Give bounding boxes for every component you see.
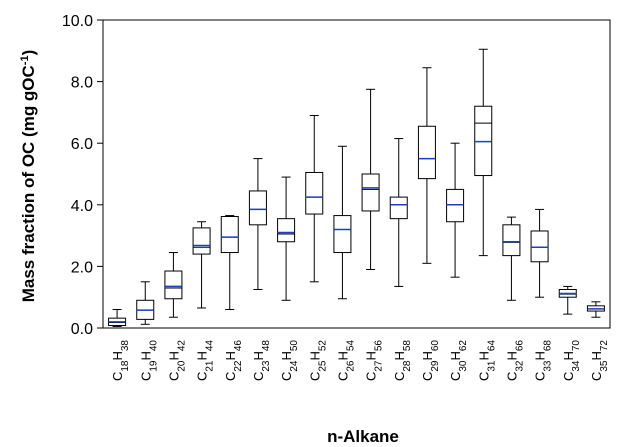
box-c34	[558, 285, 577, 315]
y-tick-label: 4.0	[71, 198, 93, 215]
iqr-box	[305, 171, 324, 215]
box-c19	[136, 281, 155, 325]
x-tick-label: C34H70	[561, 340, 582, 381]
box-c22	[220, 215, 239, 311]
x-tick-label: C20H42	[166, 340, 187, 381]
box-c26	[333, 145, 352, 300]
iqr-box	[248, 190, 267, 226]
y-axis-label: Mass fraction of OC (mg gOC-1)	[19, 50, 38, 303]
box-c24	[277, 176, 296, 301]
box-c30	[446, 142, 465, 278]
y-tick-label: 8.0	[71, 75, 93, 92]
box-c32	[502, 216, 521, 301]
x-tick-label: C23H48	[251, 340, 272, 381]
y-tick-label: 10.0	[62, 13, 93, 30]
box-c28	[389, 138, 408, 287]
y-tick-label: 0.0	[71, 321, 93, 338]
box-c33	[530, 208, 549, 298]
x-tick-label: C26H54	[335, 340, 356, 381]
x-tick-label: C35H72	[589, 340, 610, 381]
box-c25	[305, 114, 324, 283]
iqr-box	[446, 188, 465, 223]
iqr-box	[474, 105, 493, 177]
x-tick-label: C18H38	[110, 340, 131, 381]
x-tick-labels: C18H38 C19H40 C20H42 C21H44 C22H46 C23H48 C24H…	[110, 340, 609, 381]
y-axis-label-main: Mass fraction of OC (mg gOC	[19, 65, 38, 302]
iqr-box	[192, 227, 211, 255]
y-axis-label-tail: )	[19, 50, 38, 56]
box-c23	[248, 158, 267, 290]
iqr-box	[164, 270, 183, 300]
iqr-box	[502, 224, 521, 257]
iqr-box	[333, 215, 352, 254]
plot-frame	[102, 19, 611, 329]
x-tick-label: C30H62	[448, 340, 469, 381]
box-c21	[192, 221, 211, 309]
iqr-box	[277, 218, 296, 243]
box-c35	[586, 301, 605, 318]
x-tick-label: C33H68	[533, 340, 554, 381]
box-c18	[108, 309, 127, 327]
y-tick-labels: 0.0 2.0 4.0 6.0 8.0 10.0	[62, 13, 93, 338]
x-tick-label: C28H58	[392, 340, 413, 381]
box-c29	[417, 67, 436, 264]
y-axis-label-superscript: -1	[19, 55, 31, 65]
x-axis-label: n-Alkane	[327, 427, 399, 446]
x-tick-label: C27H56	[364, 340, 385, 381]
iqr-box	[417, 125, 436, 180]
x-tick-label: C32H66	[504, 340, 525, 381]
x-tick-label: C19H40	[138, 340, 159, 381]
iqr-box	[389, 196, 408, 220]
y-tick-label: 6.0	[71, 136, 93, 153]
x-tick-label: C22H46	[223, 340, 244, 381]
box-c20	[164, 252, 183, 318]
x-tick-label: C24H50	[279, 340, 300, 381]
y-tick-label: 2.0	[71, 259, 93, 276]
x-tick-label: C21H44	[195, 340, 216, 381]
x-tick-label: C29H60	[420, 340, 441, 381]
iqr-box	[220, 216, 239, 254]
plot-area	[97, 19, 611, 329]
x-tick-label: C25H52	[307, 340, 328, 381]
iqr-box	[361, 173, 380, 212]
box-c27	[361, 88, 380, 270]
iqr-box	[530, 230, 549, 263]
x-tick-label: C31H64	[476, 340, 497, 381]
box-c31	[474, 48, 493, 257]
